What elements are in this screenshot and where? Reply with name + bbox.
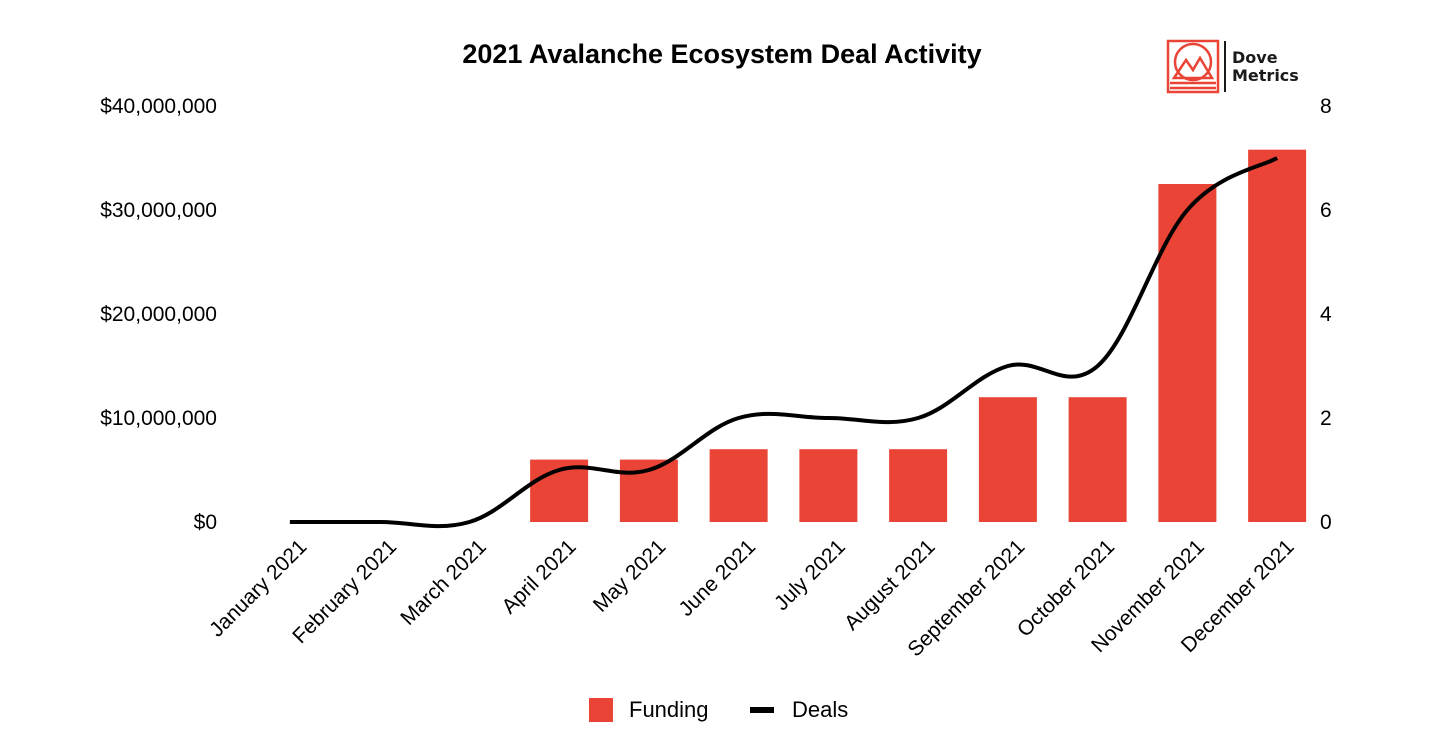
y-right-tick-label: 0 [1320,511,1332,534]
y-left-tick-label: $20,000,000 [100,303,217,326]
y-left-tick-label: $30,000,000 [100,199,217,222]
y-right-tick-label: 8 [1320,95,1332,118]
x-tick-label: March 2021 [396,535,491,630]
funding-bar [1248,149,1307,522]
y-axis-left: $0 $10,000,000 $20,000,000 $30,000,000 $40,0… [100,95,217,534]
y-right-tick-label: 6 [1320,199,1332,222]
y-left-tick-label: $0 [194,511,217,534]
x-tick-label: May 2021 [589,535,670,616]
funding-bar [1068,397,1127,522]
deals-line [289,156,1279,529]
x-tick-label: June 2021 [675,535,761,621]
y-left-tick-label: $40,000,000 [100,95,217,118]
legend-swatch-deals [750,707,774,713]
funding-bar [889,449,948,522]
funding-bar [799,449,858,522]
legend-label-funding: Funding [629,697,709,722]
legend-swatch-funding [589,698,613,722]
x-tick-label: July 2021 [770,535,850,615]
y-right-tick-label: 4 [1320,303,1332,326]
logo-text-dove: Dove [1232,48,1278,67]
legend: Funding Deals [589,697,848,722]
chart-title: 2021 Avalanche Ecosystem Deal Activity [462,39,981,69]
logo-icon [1166,39,1220,94]
y-right-tick-label: 2 [1320,407,1332,430]
funding-bar [709,449,768,522]
logo-text-metrics: Metrics [1232,66,1299,85]
x-tick-label: August 2021 [840,535,940,635]
funding-bars [530,149,1307,522]
deals-line-layer [289,156,1279,529]
y-left-tick-label: $10,000,000 [100,407,217,430]
funding-bar [978,397,1037,522]
funding-bar [1158,184,1217,522]
x-tick-label: April 2021 [498,535,581,618]
dove-metrics-logo: Dove Metrics [1166,39,1299,94]
y-axis-right: 0 2 4 6 8 [1320,95,1332,534]
legend-label-deals: Deals [792,697,848,722]
